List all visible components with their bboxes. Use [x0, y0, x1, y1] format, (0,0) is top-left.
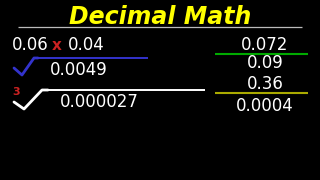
Text: x: x: [52, 37, 62, 53]
Text: 0.04: 0.04: [68, 36, 105, 54]
Text: 0.072: 0.072: [241, 36, 289, 54]
Text: 0.000027: 0.000027: [60, 93, 139, 111]
Text: 0.0004: 0.0004: [236, 97, 294, 115]
Text: 0.0049: 0.0049: [50, 61, 108, 79]
Text: Decimal Math: Decimal Math: [69, 5, 251, 29]
Text: 0.09: 0.09: [247, 54, 284, 72]
Text: 0.36: 0.36: [247, 75, 284, 93]
Text: 3: 3: [12, 87, 20, 97]
Text: 0.06: 0.06: [12, 36, 49, 54]
